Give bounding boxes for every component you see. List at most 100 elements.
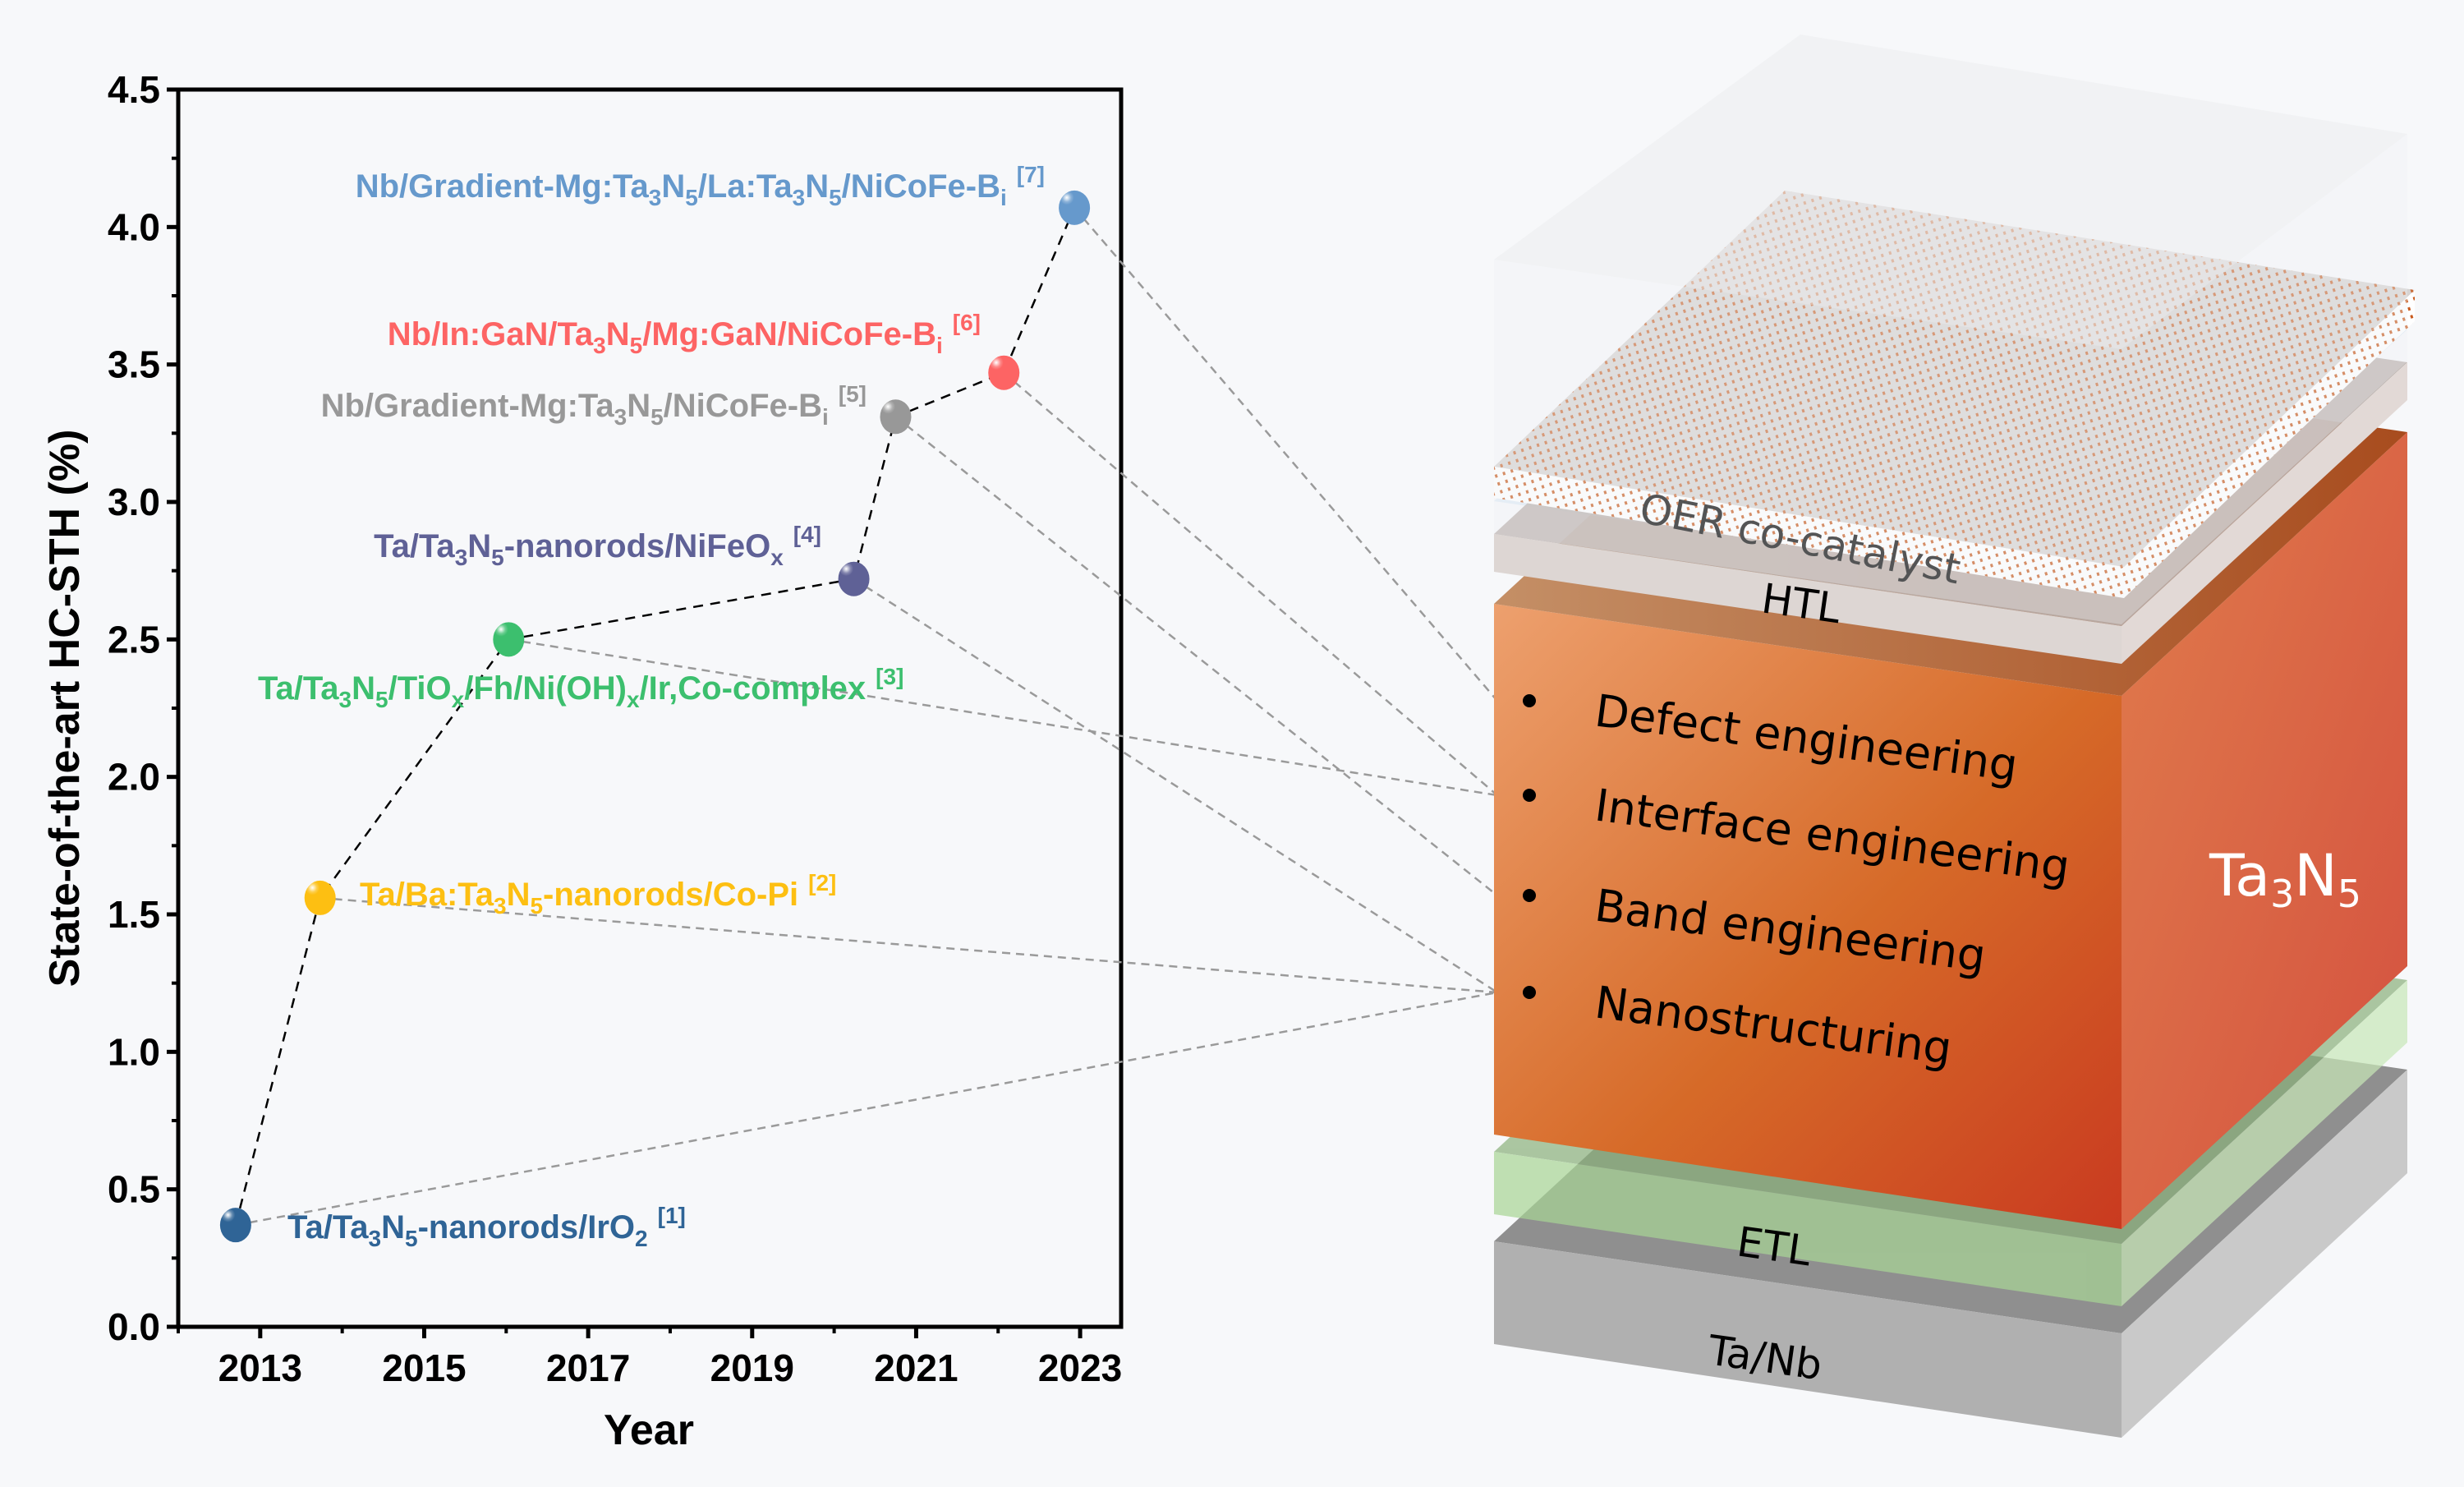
label-part: 5 (375, 687, 388, 712)
label-part: N (661, 168, 685, 205)
plot-frame (176, 87, 1124, 1329)
oer-side-dots (2124, 290, 2415, 598)
point-labels: Ta/Ta3N5-nanorods/IrO2[1]Ta/Ba:Ta3N5-nan… (258, 162, 1045, 1251)
trend-line (234, 207, 1076, 1226)
label-part: N (507, 877, 531, 913)
reference-tag: [2] (808, 870, 836, 895)
bullet-icon (1523, 789, 1536, 802)
label-part: i (1000, 185, 1007, 210)
htl-front (1494, 534, 2122, 664)
data-point[interactable] (1059, 190, 1091, 225)
connector-line (853, 578, 1498, 994)
y-tick-label: 1.5 (108, 893, 160, 936)
label-part: 5 (630, 333, 643, 358)
label-part: 5 (405, 1226, 418, 1251)
htl-side (2122, 362, 2407, 664)
cube-title: Ta3N5 (2209, 842, 2361, 916)
connector-line (894, 416, 1498, 896)
label-part: -nanorods/Co-Pi (543, 877, 798, 913)
label-part: /TiO (388, 670, 452, 707)
label-part: /Mg:GaN/NiCoFe-B (642, 316, 936, 352)
reference-tag: [7] (1017, 162, 1045, 187)
label-part: Nb/Gradient-Mg:Ta (321, 388, 615, 424)
label-part: N (606, 316, 630, 352)
marker-highlight (494, 624, 513, 642)
point-label: Nb/Gradient-Mg:Ta3N5/La:Ta3N5/NiCoFe-Bi[… (356, 162, 1045, 210)
substrate-side (2122, 1070, 2407, 1438)
y-tick-label: 2.5 (108, 618, 160, 661)
cube-front (1494, 604, 2122, 1229)
data-point[interactable] (304, 880, 336, 915)
label-part: Ta/Ta (287, 1209, 369, 1245)
reference-tag: [4] (793, 522, 821, 547)
label-part: 3 (455, 545, 468, 570)
x-tick-label: 2019 (710, 1347, 794, 1389)
label-part: -nanorods/IrO (418, 1209, 635, 1245)
label-part: 5 (685, 185, 698, 210)
y-tick-label: 4.0 (108, 205, 160, 248)
label-part: 3 (593, 333, 606, 358)
marker-highlight (839, 563, 858, 582)
label-part: /NiCoFe-B (842, 168, 1000, 205)
x-axis-title: Year (604, 1406, 694, 1454)
efficiency-chart: 0.00.51.01.52.02.53.03.54.04.5 2013 2015 2… (41, 68, 1498, 1454)
point-label: Ta/Ba:Ta3N5-nanorods/Co-Pi [2] (360, 870, 836, 918)
label-part: x (452, 687, 465, 712)
label-part: /La:Ta (698, 168, 793, 205)
label-part: -nanorods/NiFeO (504, 528, 770, 564)
glass-cover (1494, 35, 2407, 624)
point-label: Ta/Ta3N5-nanorods/NiFeOx [4] (374, 522, 821, 570)
point-label: Nb/Gradient-Mg:Ta3N5/NiCoFe-Bi [5] (321, 381, 867, 430)
connector-line (235, 991, 1498, 1227)
x-axis-ticks: 2013 2015 2017 2019 2021 2023 (177, 1327, 1122, 1389)
label-part: 3 (369, 1226, 382, 1251)
data-point[interactable] (838, 561, 870, 596)
point-label: Nb/In:GaN/Ta3N5/Mg:GaN/NiCoFe-Bi [6] (388, 310, 981, 358)
data-point[interactable] (988, 355, 1020, 390)
y-axis-ticks: 0.0 0.5 1.0 1.5 2.0 2.5 3.0 3.5 4.0 4.5 (108, 68, 178, 1348)
bullet-icon (1523, 889, 1536, 902)
y-tick-label: 3.0 (108, 481, 160, 523)
etl-label: ETL (1734, 1218, 1814, 1275)
label-part: N (627, 388, 650, 424)
label-part: Ta/Ba:Ta (360, 877, 494, 913)
glass-front (1494, 260, 2122, 624)
bullet-icon (1523, 986, 1536, 999)
data-point[interactable] (219, 1208, 251, 1243)
connector-line (319, 896, 1498, 994)
connector-line (1073, 207, 1498, 702)
label-part: i (822, 404, 829, 430)
label-part: 2 (635, 1226, 648, 1251)
x-tick-label: 2013 (218, 1347, 302, 1389)
label-part: N (805, 168, 829, 205)
y-tick-label: 2.0 (108, 756, 160, 799)
glass-side (2122, 134, 2407, 624)
label-part: 3 (339, 687, 352, 712)
oer-front-dots (1494, 467, 2124, 598)
label-part: 5 (829, 185, 842, 210)
connector-line (1003, 371, 1498, 796)
y-tick-label: 4.5 (108, 68, 160, 111)
point-label: Ta/Ta3N5/TiOx/Fh/Ni(OH)x/Ir,Co-complex [3… (258, 664, 903, 712)
label-part: Nb/In:GaN/Ta (388, 316, 594, 352)
x-tick-label: 2021 (874, 1347, 958, 1389)
label-part: /NiCoFe-B (664, 388, 822, 424)
marker-highlight (221, 1209, 240, 1228)
data-point[interactable] (493, 622, 525, 657)
cube-side (2122, 432, 2407, 1229)
x-tick-label: 2023 (1038, 1347, 1122, 1389)
label-part: x (770, 545, 784, 570)
data-point[interactable] (880, 399, 912, 435)
label-part: /Ir,Co-complex (640, 670, 867, 707)
bullet-icon (1523, 694, 1536, 707)
label-part: /Fh/Ni(OH) (464, 670, 627, 707)
x-tick-label: 2015 (382, 1347, 466, 1389)
x-tick-label: 2017 (546, 1347, 630, 1389)
marker-highlight (990, 357, 1009, 375)
label-part: N (352, 670, 375, 707)
label-part: 3 (649, 185, 662, 210)
substrate-front (1494, 1241, 2122, 1438)
label-part: 5 (491, 545, 504, 570)
label-part: 3 (494, 893, 507, 918)
